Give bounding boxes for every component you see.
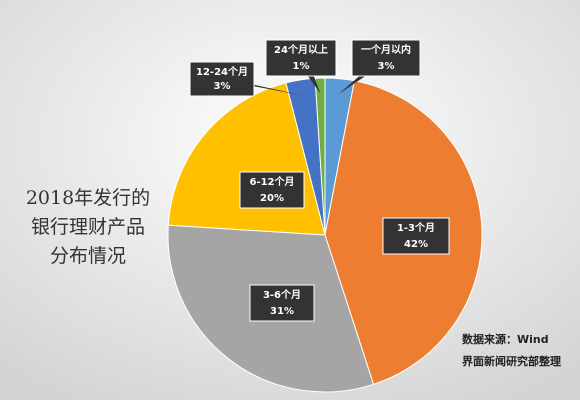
chart-title: 银行理财产品 [31, 216, 145, 238]
label-box [189, 61, 255, 97]
labels: 一个月以内 3% 1-3个月 42% 3-6个月 31% 6-12个月 20% 12-24个月 3… [189, 39, 450, 322]
label-box [382, 217, 450, 255]
category-label: 12-24个月 [196, 65, 248, 78]
value-label: 31% [270, 306, 294, 317]
pie-slice [314, 77, 326, 236]
label-box [265, 39, 337, 77]
label-box [351, 39, 421, 77]
category-label: 6-12个月 [249, 175, 294, 188]
source-note: 界面新闻研究部整理 [462, 354, 561, 368]
source-note: 数据来源：Wind [462, 332, 549, 346]
value-label: 42% [404, 239, 428, 250]
chart-title: 2018年发行的 [26, 187, 150, 209]
chart-title: 分布情况 [50, 245, 126, 267]
category-label: 24个月以上 [274, 43, 328, 56]
label-box [239, 171, 305, 209]
value-label: 3% [378, 61, 395, 72]
category-label: 1-3个月 [397, 221, 435, 234]
value-label: 1% [293, 61, 310, 72]
value-label: 3% [214, 81, 231, 92]
label-box [249, 284, 315, 322]
category-label: 一个月以内 [361, 43, 411, 56]
value-label: 20% [260, 193, 284, 204]
category-label: 3-6个月 [263, 288, 301, 301]
